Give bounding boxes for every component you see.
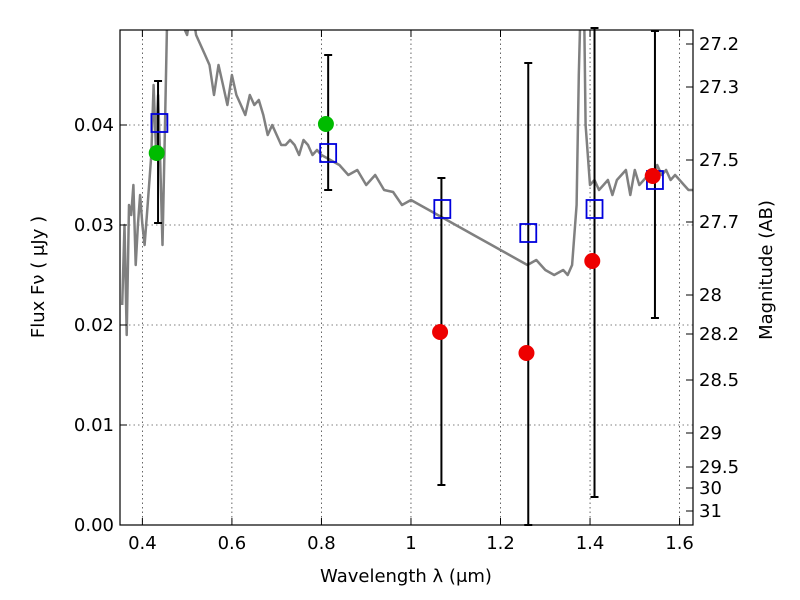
filled-circle-point: [584, 253, 601, 269]
mag-tick-label: 28.2: [699, 324, 739, 345]
open-square-point: [433, 199, 452, 219]
axis-ticks: 0.4 0.6 0.8 1 1.2 1.4 1.6 0.00 0.01 0.02 0.03 0.04 2…: [74, 30, 739, 554]
x-tick-label: 1.4: [576, 533, 605, 554]
x-axis-label: Wavelength λ (μm): [320, 566, 492, 587]
x-tick-label: 1.6: [665, 533, 694, 554]
model-spectrum: [120, 30, 693, 337]
filled-circle-point: [518, 345, 535, 361]
mag-tick-label: 28: [699, 285, 722, 306]
y2-axis-label: Magnitude (AB): [756, 200, 777, 340]
data-points: [148, 113, 664, 361]
x-tick-label: 0.8: [307, 533, 336, 554]
mag-tick-label: 30: [699, 478, 722, 499]
mag-tick-label: 31: [699, 501, 722, 522]
y-tick-label: 0.03: [74, 215, 114, 236]
open-square-point: [519, 223, 538, 243]
x-tick-label: 0.4: [128, 533, 157, 554]
grid-lines: [120, 30, 693, 525]
mag-tick-label: 27.7: [699, 212, 739, 233]
filled-circle-point: [644, 168, 661, 184]
mag-tick-label: 29.5: [699, 457, 739, 478]
y-tick-label: 0.01: [74, 415, 114, 436]
mag-tick-label: 27.5: [699, 150, 739, 171]
mag-tick-label: 27.2: [699, 34, 739, 55]
open-square-point: [150, 113, 169, 133]
x-tick-label: 0.6: [218, 533, 247, 554]
filled-circle-point: [317, 116, 334, 132]
x-tick-label: 1: [405, 533, 416, 554]
error-bars: [154, 27, 659, 526]
plot-frame: [119, 29, 694, 526]
y-tick-label: 0.02: [74, 315, 114, 336]
y-axis-label: Flux Fν ( μJy ): [28, 216, 49, 338]
filled-circle-point: [148, 145, 165, 161]
mag-tick-label: 28.5: [699, 370, 739, 391]
open-square-point: [319, 143, 338, 163]
x-tick-label: 1.2: [486, 533, 515, 554]
filled-circle-point: [432, 324, 449, 340]
y-tick-label: 0.00: [74, 515, 114, 536]
model-spectrum-line: [120, 30, 693, 337]
y-tick-label: 0.04: [74, 115, 114, 136]
mag-tick-label: 29: [699, 423, 722, 444]
open-square-point: [585, 199, 604, 219]
mag-tick-label: 27.3: [699, 77, 739, 98]
